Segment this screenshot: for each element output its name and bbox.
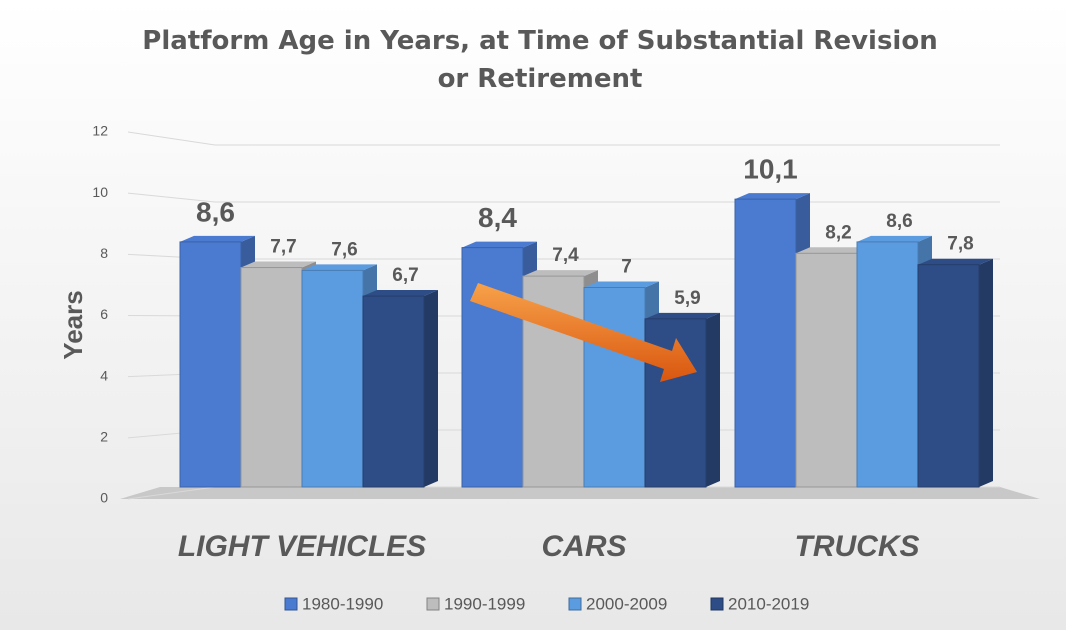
bar-top (918, 258, 993, 265)
bar-top (363, 290, 438, 297)
legend-swatch (710, 597, 724, 611)
data-label: 7,4 (552, 245, 579, 266)
bar (734, 198, 797, 488)
grid-line (127, 131, 1000, 146)
bar (362, 295, 425, 488)
y-tick-label: 12 (92, 123, 108, 139)
chart-title: Platform Age in Years, at Time of Substa… (142, 26, 938, 94)
bar-top (302, 264, 377, 271)
bar-top (523, 270, 598, 277)
x-tick-label: TRUCKS (795, 530, 920, 563)
y-tick-label: 4 (100, 367, 108, 383)
legend-label: 1990-1999 (444, 594, 525, 613)
bar (856, 241, 919, 488)
floor (120, 487, 1040, 499)
trend-arrow (470, 283, 697, 382)
legend-label: 1980-1990 (302, 594, 383, 613)
bar-top (735, 193, 810, 200)
y-tick-label: 0 (100, 490, 108, 506)
bar-top (584, 281, 659, 288)
y-tick-label: 2 (100, 429, 108, 445)
legend-label: 2000-2009 (586, 594, 667, 613)
y-axis-label: Years (58, 290, 88, 359)
bar (461, 247, 524, 488)
legend-label: 2010-2019 (728, 594, 809, 613)
bar-top (796, 247, 871, 254)
data-label: 7,8 (947, 234, 973, 255)
data-label: 8,6 (886, 211, 912, 232)
bar (795, 252, 858, 488)
y-tick-label: 6 (100, 306, 108, 322)
bar (179, 241, 242, 488)
data-label: 7,6 (331, 239, 357, 260)
bar (583, 287, 646, 488)
bar-top (857, 235, 932, 242)
data-label: 7,7 (270, 237, 296, 258)
legend-swatch (426, 597, 440, 611)
data-label: 8,2 (825, 222, 851, 243)
x-tick-label: LIGHT VEHICLES (178, 530, 426, 563)
data-label: 5,9 (674, 288, 700, 309)
legend-swatch (568, 597, 582, 611)
legend-swatch (284, 597, 298, 611)
data-label: 7 (621, 257, 632, 278)
data-label: 6,7 (392, 265, 418, 286)
x-tick-label: CARS (541, 530, 626, 563)
bar-side (979, 258, 993, 487)
y-tick-label: 8 (100, 245, 108, 261)
bar-top (241, 261, 316, 268)
data-label: 8,6 (196, 196, 235, 227)
y-tick-label: 10 (92, 184, 108, 200)
data-label: 8,4 (478, 202, 517, 233)
data-label: 10,1 (743, 154, 798, 185)
bar-top (180, 235, 255, 242)
bar-side (424, 290, 438, 487)
bar-top (645, 312, 720, 319)
bar (240, 267, 303, 488)
bar-top (462, 241, 537, 248)
bar (917, 264, 980, 488)
bar-side (706, 312, 720, 487)
bar (301, 269, 364, 488)
